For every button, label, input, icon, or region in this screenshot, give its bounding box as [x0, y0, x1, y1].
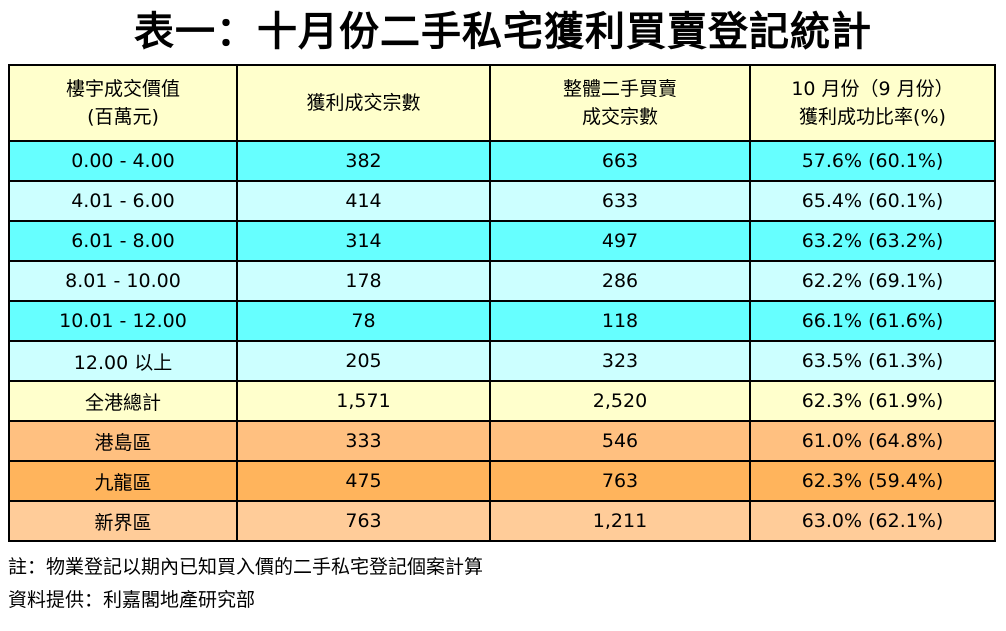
source-note: 資料提供：利嘉閣地產研究部 [8, 589, 256, 612]
header-line: 獲利成功比率(%) [799, 105, 946, 128]
column-header-profit-ratio: 10 月份（9 月份） 獲利成功比率(%) [749, 66, 994, 140]
price-range-cell: 0.00 - 4.00 [71, 150, 175, 172]
price-range-cell: 12.00 以上 [73, 351, 173, 374]
table-row-region: 港島區 333 546 61.0% (64.8%) [10, 420, 994, 460]
region-cell: 新界區 [94, 511, 152, 534]
overall-count-cell: 286 [489, 262, 749, 300]
table-row: 12.00 以上 205 323 63.5% (61.3%) [10, 340, 994, 380]
header-line: 成交宗數 [581, 105, 658, 128]
profit-count-cell: 1,571 [236, 382, 489, 420]
price-range-cell: 4.01 - 6.00 [71, 190, 175, 212]
header-line: (百萬元) [87, 105, 159, 128]
ratio-cell: 66.1% (61.6%) [749, 302, 994, 340]
overall-count-cell: 1,211 [489, 502, 749, 540]
ratio-cell: 63.0% (62.1%) [749, 502, 994, 540]
ratio-cell: 65.4% (60.1%) [749, 182, 994, 220]
ratio-cell: 62.3% (61.9%) [749, 382, 994, 420]
overall-count-cell: 323 [489, 342, 749, 380]
footnote: 註：物業登記以期內已知買入價的二手私宅登記個案計算 [8, 556, 484, 578]
column-header-price-range: 樓宇成交價值 (百萬元) [10, 66, 236, 140]
ratio-cell: 63.2% (63.2%) [749, 222, 994, 260]
profit-count-cell: 178 [236, 262, 489, 300]
overall-count-cell: 633 [489, 182, 749, 220]
ratio-cell: 57.6% (60.1%) [749, 142, 994, 180]
header-line: 獲利成交宗數 [306, 91, 421, 114]
page-title: 表一：十月份二手私宅獲利買賣登記統計 [134, 9, 872, 55]
price-range-cell: 8.01 - 10.00 [65, 270, 181, 292]
profit-count-cell: 78 [236, 302, 489, 340]
overall-count-cell: 763 [489, 462, 749, 500]
table-row-region: 九龍區 475 763 62.3% (59.4%) [10, 460, 994, 500]
profit-count-cell: 475 [236, 462, 489, 500]
ratio-cell: 62.2% (69.1%) [749, 262, 994, 300]
profit-count-cell: 205 [236, 342, 489, 380]
table-row: 8.01 - 10.00 178 286 62.2% (69.1%) [10, 260, 994, 300]
table-row: 6.01 - 8.00 314 497 63.2% (63.2%) [10, 220, 994, 260]
ratio-cell: 62.3% (59.4%) [749, 462, 994, 500]
price-range-cell: 10.01 - 12.00 [59, 310, 187, 332]
price-range-cell: 全港總計 [84, 391, 161, 414]
overall-count-cell: 118 [489, 302, 749, 340]
region-cell: 港島區 [94, 431, 152, 454]
overall-count-cell: 546 [489, 422, 749, 460]
table-row: 4.01 - 6.00 414 633 65.4% (60.1%) [10, 180, 994, 220]
ratio-cell: 61.0% (64.8%) [749, 422, 994, 460]
profit-count-cell: 382 [236, 142, 489, 180]
profit-count-cell: 333 [236, 422, 489, 460]
notes: 註：物業登記以期內已知買入價的二手私宅登記個案計算 資料提供：利嘉閣地產研究部 [8, 551, 998, 618]
region-cell: 九龍區 [94, 471, 152, 494]
profit-count-cell: 763 [236, 502, 489, 540]
header-line: 整體二手買賣 [562, 77, 677, 100]
column-header-profit-count: 獲利成交宗數 [236, 66, 489, 140]
overall-count-cell: 663 [489, 142, 749, 180]
price-range-cell: 6.01 - 8.00 [71, 230, 175, 252]
table-row: 10.01 - 12.00 78 118 66.1% (61.6%) [10, 300, 994, 340]
overall-count-cell: 2,520 [489, 382, 749, 420]
table-header-row: 樓宇成交價值 (百萬元) 獲利成交宗數 整體二手買賣 成交宗數 10 月份（9 … [10, 66, 994, 140]
header-line: 10 月份（9 月份） [791, 77, 954, 100]
table-row: 0.00 - 4.00 382 663 57.6% (60.1%) [10, 140, 994, 180]
column-header-overall-count: 整體二手買賣 成交宗數 [489, 66, 749, 140]
table-row-total: 全港總計 1,571 2,520 62.3% (61.9%) [10, 380, 994, 420]
stats-table: 樓宇成交價值 (百萬元) 獲利成交宗數 整體二手買賣 成交宗數 10 月份（9 … [8, 64, 996, 542]
ratio-cell: 63.5% (61.3%) [749, 342, 994, 380]
profit-count-cell: 314 [236, 222, 489, 260]
profit-count-cell: 414 [236, 182, 489, 220]
header-line: 樓宇成交價值 [65, 77, 180, 100]
table-row-region: 新界區 763 1,211 63.0% (62.1%) [10, 500, 994, 540]
overall-count-cell: 497 [489, 222, 749, 260]
